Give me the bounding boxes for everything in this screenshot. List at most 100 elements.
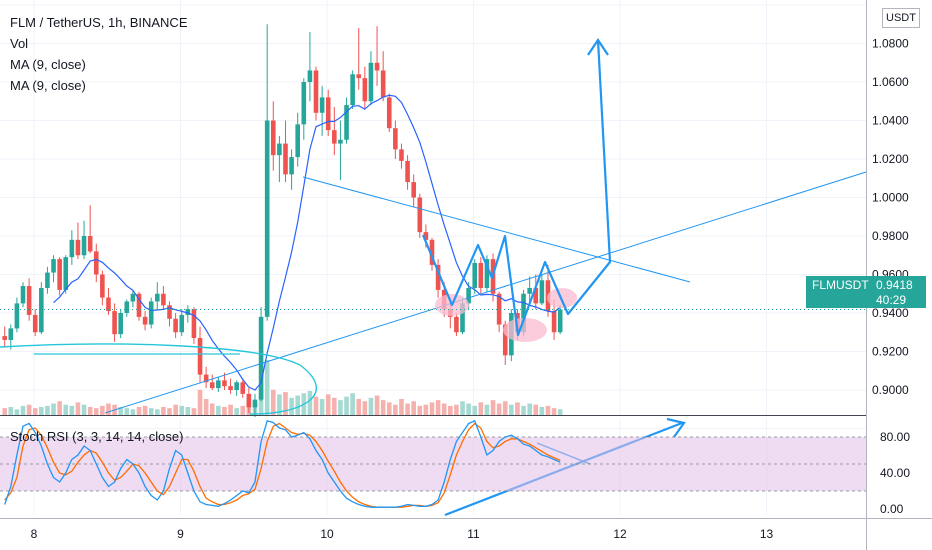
- symbol-title[interactable]: FLM / TetherUS, 1h, BINANCE: [10, 15, 188, 30]
- volume-bar: [332, 397, 337, 415]
- volume-bar: [14, 409, 20, 415]
- volume-bar: [124, 408, 130, 415]
- price-tick-label: 0.9800: [872, 229, 909, 243]
- currency-badge[interactable]: USDT: [882, 8, 920, 28]
- candle-body: [161, 293, 166, 306]
- rsi-tick-label: 80.00: [880, 430, 910, 444]
- candle-body: [539, 280, 545, 304]
- volume-bar: [405, 403, 410, 415]
- chart-legend: FLM / TetherUS, 1h, BINANCE Vol MA (9, c…: [10, 12, 188, 96]
- grid-lines: [0, 0, 866, 515]
- candle-body: [435, 264, 441, 290]
- volume-bar: [515, 402, 520, 415]
- volume-bar: [417, 405, 423, 415]
- candle-body: [423, 232, 429, 240]
- volume-bar: [313, 396, 319, 415]
- moving-average: [53, 94, 561, 391]
- trendline-support: [104, 171, 867, 414]
- candle-body: [179, 314, 185, 333]
- candle-body: [533, 287, 539, 304]
- stoch-d-line: [4, 422, 561, 508]
- volume-bar: [350, 393, 355, 415]
- volume-bar: [356, 398, 362, 415]
- volume-bar: [386, 402, 392, 415]
- candle-body: [75, 239, 81, 256]
- candle-body: [100, 274, 105, 298]
- candle-body: [527, 287, 532, 294]
- candle-body: [87, 236, 93, 252]
- candle-body: [521, 293, 526, 333]
- volume-bars: [2, 360, 563, 415]
- candle-body: [496, 293, 502, 325]
- ma-legend-2[interactable]: MA (9, close): [10, 78, 86, 93]
- candle-body: [185, 309, 191, 315]
- volume-bar: [81, 404, 87, 415]
- candle-body: [209, 382, 215, 389]
- candle-body: [51, 259, 56, 273]
- volume-bar: [338, 400, 343, 415]
- candle-body: [460, 303, 465, 333]
- volume-bar: [100, 405, 105, 415]
- price-tick-label: 0.9200: [872, 345, 909, 359]
- volume-bar: [380, 400, 386, 415]
- volume-bar: [45, 405, 50, 415]
- candle-body: [234, 382, 239, 390]
- candle-body: [45, 272, 50, 288]
- price-tick-label: 1.0600: [872, 75, 909, 89]
- price-tag-symbol: FLMUSDT: [812, 278, 869, 292]
- volume-bar: [283, 392, 288, 415]
- volume-bar: [142, 405, 148, 415]
- volume-bar: [87, 406, 93, 415]
- price-tick-label: 1.0000: [872, 191, 909, 205]
- volume-bar: [161, 406, 166, 415]
- volume-bar: [69, 405, 75, 415]
- arrow-head-up: [587, 38, 609, 56]
- volume-bar: [209, 403, 215, 415]
- candle-body: [222, 380, 227, 387]
- stoch-rsi-legend[interactable]: Stoch RSI (3, 3, 14, 14, close): [10, 429, 184, 444]
- candle-body: [289, 157, 294, 175]
- highlight-bottom-2: [503, 318, 547, 342]
- volume-bar: [228, 404, 233, 415]
- candle-body: [26, 286, 32, 315]
- volume-bar: [185, 406, 191, 415]
- volume-bar: [277, 394, 282, 415]
- candle-body: [325, 97, 331, 131]
- candle-body: [197, 338, 203, 375]
- volume-bar: [51, 403, 56, 415]
- candle-body: [167, 305, 172, 319]
- volume-bar: [344, 396, 349, 415]
- ma-legend-1[interactable]: MA (9, close): [10, 57, 86, 72]
- volume-bar: [545, 405, 551, 415]
- candle-body: [417, 197, 423, 233]
- candle-body: [264, 120, 270, 317]
- candle-body: [478, 262, 484, 288]
- volume-bar: [197, 389, 203, 415]
- candle-body: [283, 143, 288, 175]
- candle-body: [81, 236, 87, 256]
- volume-bar: [484, 404, 490, 415]
- candle-body: [319, 97, 325, 113]
- volume-bar: [502, 401, 508, 415]
- time-tick-label: 12: [613, 527, 627, 541]
- candle-body: [148, 301, 154, 325]
- candle-body: [374, 62, 380, 71]
- stoch-rsi-pane: [0, 415, 866, 508]
- volume-bar: [411, 401, 416, 415]
- volume-bar: [374, 395, 380, 415]
- volume-bar: [557, 409, 563, 415]
- time-tick-label: 8: [31, 527, 38, 541]
- candle-body: [338, 139, 343, 144]
- time-tick-label: 11: [467, 527, 480, 541]
- candle-body: [240, 382, 246, 394]
- candle-body: [393, 128, 398, 150]
- volume-bar: [216, 405, 221, 415]
- candle-body: [228, 386, 233, 390]
- time-tick-label: 13: [760, 527, 774, 541]
- volume-bar: [8, 406, 14, 415]
- candle-body: [502, 324, 508, 356]
- volume-bar: [155, 409, 160, 415]
- volume-legend[interactable]: Vol: [10, 36, 29, 51]
- price-tick-label: 1.0800: [872, 37, 909, 51]
